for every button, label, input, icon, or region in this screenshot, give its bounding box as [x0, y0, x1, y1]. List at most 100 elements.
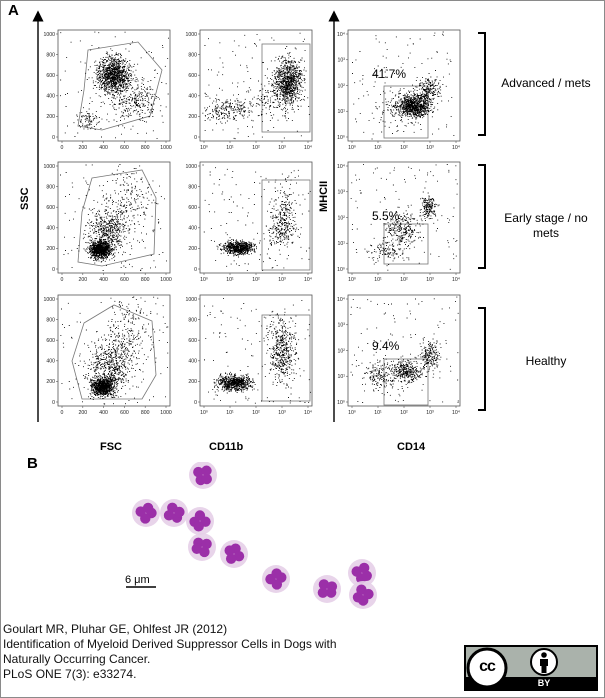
plot-r1-c1 — [56, 29, 171, 143]
mhcii-axis-label: MHCII — [318, 180, 330, 212]
y-tick: 400 — [46, 226, 55, 232]
x-tick: 1000 — [160, 145, 172, 151]
event-dots — [352, 31, 455, 140]
neutrophil-cell — [313, 575, 341, 603]
x-tick: 200 — [78, 410, 87, 416]
y-tick: 200 — [46, 246, 55, 252]
y-tick: 10² — [338, 348, 346, 354]
y-tick: 0 — [194, 400, 197, 406]
event-dots — [350, 296, 459, 403]
y-tick: 600 — [188, 338, 197, 344]
plot-r3-c2 — [198, 294, 313, 408]
group-label-advanced: Advanced / mets — [501, 76, 591, 90]
x-tick: 10² — [252, 410, 260, 416]
x-tick: 10⁰ — [348, 277, 356, 283]
x-tick: 10¹ — [226, 410, 234, 416]
y-tick: 10³ — [338, 190, 346, 196]
y-tick: 10⁴ — [337, 297, 345, 303]
x-tick: 10¹ — [226, 145, 234, 151]
flow-cytometry-plots: 0 200 400 600 800 1000 0 200 400 600 800 1000 10⁰ 10¹… — [32, 10, 486, 422]
neutrophil-cell — [262, 565, 290, 593]
y-tick: 400 — [188, 226, 197, 232]
x-tick: 400 — [99, 277, 108, 283]
event-dots — [60, 164, 167, 271]
plot-r3-c3 — [346, 294, 461, 408]
citation: Goulart MR, Pluhar GE, Ohlfest JR (2012)… — [3, 622, 337, 682]
y-tick: 800 — [188, 52, 197, 58]
y-tick: 1000 — [43, 297, 55, 303]
percent-advanced: 41.7% — [372, 67, 407, 81]
x-tick: 800 — [141, 410, 150, 416]
panel-a-letter: A — [8, 2, 19, 19]
y-tick: 10² — [338, 83, 346, 89]
x-tick: 10³ — [426, 277, 434, 283]
citation-title-2: Naturally Occurring Cancer. — [3, 652, 151, 666]
y-tick: 800 — [188, 317, 197, 323]
group-label-healthy: Healthy — [525, 354, 567, 368]
event-dots — [202, 32, 310, 140]
y-tick: 200 — [188, 246, 197, 252]
x-tick: 10⁰ — [200, 277, 208, 283]
y-tick: 10⁰ — [337, 400, 345, 406]
x-tick: 10⁴ — [304, 277, 312, 283]
x-tick: 10³ — [278, 145, 286, 151]
y-tick: 800 — [188, 184, 197, 190]
x-tick: 10³ — [426, 410, 434, 416]
neutrophil-cell — [132, 499, 160, 527]
y-tick: 1000 — [185, 297, 197, 303]
event-dots — [204, 297, 311, 404]
x-tick: 10⁰ — [348, 145, 356, 151]
y-tick: 400 — [46, 359, 55, 365]
y-tick: 10¹ — [338, 241, 346, 247]
y-tick: 1000 — [185, 32, 197, 38]
x-tick: 0 — [61, 145, 64, 151]
x-tick: 10² — [252, 145, 260, 151]
y-tick: 200 — [46, 114, 55, 120]
scale-bar-label: 6 μm — [125, 574, 150, 586]
x-tick: 10⁴ — [304, 410, 312, 416]
x-tick: 10³ — [278, 410, 286, 416]
x-tick: 800 — [141, 277, 150, 283]
x-tick: 1000 — [160, 277, 172, 283]
y-tick: 0 — [194, 135, 197, 141]
y-tick: 800 — [46, 317, 55, 323]
neutrophil-cell — [348, 559, 376, 587]
plot-r3-c1 — [56, 294, 171, 408]
citation-title-1: Identification of Myeloid Derived Suppre… — [3, 637, 337, 651]
x-tick: 10³ — [426, 145, 434, 151]
plot-r2-c2 — [198, 161, 313, 275]
y-tick: 400 — [188, 94, 197, 100]
plot-r1-c3 — [346, 29, 461, 143]
event-dots — [202, 164, 311, 272]
y-tick: 600 — [46, 338, 55, 344]
neutrophil-cell — [186, 507, 214, 535]
x-tick: 10⁴ — [452, 410, 460, 416]
percent-healthy: 9.4% — [372, 339, 400, 353]
y-tick: 600 — [188, 73, 197, 79]
y-tick: 1000 — [185, 164, 197, 170]
x-tick: 1000 — [160, 410, 172, 416]
y-tick: 10⁴ — [337, 164, 345, 170]
y-tick: 1000 — [43, 32, 55, 38]
x-tick: 0 — [61, 410, 64, 416]
x-tick: 10⁴ — [304, 145, 312, 151]
by-text: BY — [537, 678, 551, 688]
y-tick: 10¹ — [338, 109, 346, 115]
ssc-axis-label: SSC — [19, 187, 31, 210]
cd14-axis-label: CD14 — [397, 441, 426, 453]
y-tick: 600 — [46, 73, 55, 79]
cc-by-license-badge: cc BY — [464, 645, 598, 691]
y-tick: 0 — [52, 400, 55, 406]
neutrophil-cell — [160, 499, 188, 527]
cytospin-micrograph — [126, 462, 377, 609]
y-tick: 600 — [46, 205, 55, 211]
group-label-early: Early stage / no mets — [504, 211, 588, 240]
y-tick: 0 — [52, 267, 55, 273]
percent-early: 5.5% — [372, 209, 400, 223]
x-tick: 10⁰ — [348, 410, 356, 416]
x-tick: 10⁴ — [452, 145, 460, 151]
y-tick: 200 — [46, 379, 55, 385]
x-tick: 600 — [120, 145, 129, 151]
event-dots — [350, 164, 458, 271]
y-tick: 10⁰ — [337, 135, 345, 141]
